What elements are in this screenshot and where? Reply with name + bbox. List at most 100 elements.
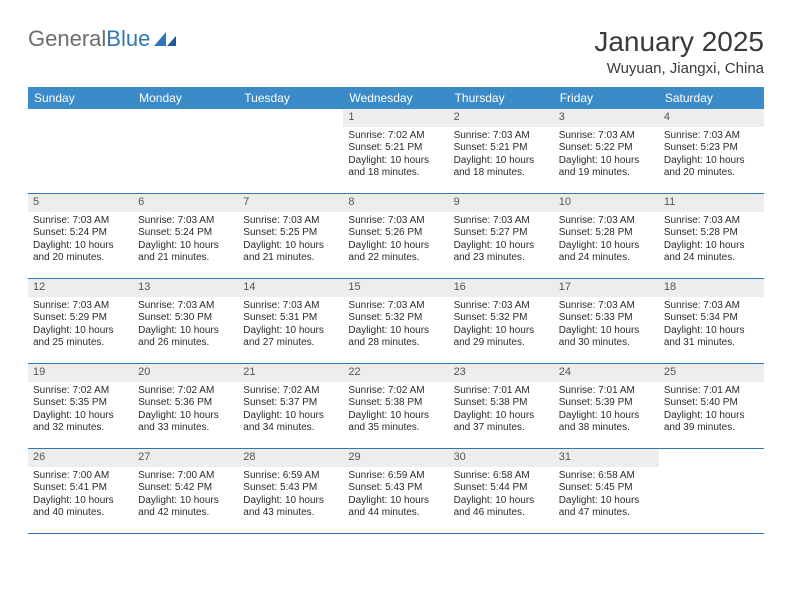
day-info-line: Sunset: 5:36 PM xyxy=(138,397,233,410)
day-cell: 12Sunrise: 7:03 AMSunset: 5:29 PMDayligh… xyxy=(28,279,133,363)
day-info-line: Sunset: 5:23 PM xyxy=(664,142,759,155)
day-info-line: Sunrise: 6:59 AM xyxy=(348,470,443,483)
day-number: 4 xyxy=(659,109,764,127)
day-info-line: Sunrise: 7:01 AM xyxy=(559,385,654,398)
day-info-line: Daylight: 10 hours and 26 minutes. xyxy=(138,325,233,350)
day-info-line: Sunset: 5:30 PM xyxy=(138,312,233,325)
day-info-line: Daylight: 10 hours and 46 minutes. xyxy=(454,495,549,520)
day-info-line: Sunset: 5:21 PM xyxy=(348,142,443,155)
day-info-line: Daylight: 10 hours and 38 minutes. xyxy=(559,410,654,435)
title-block: January 2025 Wuyuan, Jiangxi, China xyxy=(594,26,764,77)
day-info-line: Sunrise: 7:00 AM xyxy=(33,470,128,483)
day-info-line: Daylight: 10 hours and 39 minutes. xyxy=(664,410,759,435)
day-info-line: Sunset: 5:40 PM xyxy=(664,397,759,410)
day-info-line: Daylight: 10 hours and 24 minutes. xyxy=(664,240,759,265)
day-info-line: Daylight: 10 hours and 44 minutes. xyxy=(348,495,443,520)
day-info-line: Daylight: 10 hours and 33 minutes. xyxy=(138,410,233,435)
header: GeneralBlue January 2025 Wuyuan, Jiangxi… xyxy=(28,26,764,77)
day-info-line: Daylight: 10 hours and 34 minutes. xyxy=(243,410,338,435)
dow-monday: Monday xyxy=(133,87,238,109)
day-number xyxy=(238,109,343,113)
day-cell: 6Sunrise: 7:03 AMSunset: 5:24 PMDaylight… xyxy=(133,194,238,278)
day-info-line: Sunrise: 7:02 AM xyxy=(348,130,443,143)
day-number: 18 xyxy=(659,279,764,297)
day-cell: 7Sunrise: 7:03 AMSunset: 5:25 PMDaylight… xyxy=(238,194,343,278)
day-info-line: Sunrise: 7:03 AM xyxy=(348,215,443,228)
day-info-line: Sunset: 5:39 PM xyxy=(559,397,654,410)
location: Wuyuan, Jiangxi, China xyxy=(594,60,764,77)
day-cell: 1 Sunrise: 7:02 AMSunset: 5:21 PMDaylight… xyxy=(343,109,448,193)
day-info-line: Daylight: 10 hours and 32 minutes. xyxy=(33,410,128,435)
day-cell: 30 Sunrise: 6:58 AMSunset: 5:44 PMDayligh… xyxy=(449,449,554,533)
day-info-line: Sunset: 5:24 PM xyxy=(33,227,128,240)
day-info-line: Sunset: 5:38 PM xyxy=(348,397,443,410)
day-number: 26 xyxy=(28,449,133,467)
day-number: 19 xyxy=(28,364,133,382)
day-cell: 26Sunrise: 7:00 AMSunset: 5:41 PMDayligh… xyxy=(28,449,133,533)
day-number xyxy=(659,449,764,453)
day-number: 21 xyxy=(238,364,343,382)
day-info-line: Sunset: 5:41 PM xyxy=(33,482,128,495)
day-info-line: Sunrise: 7:03 AM xyxy=(664,215,759,228)
day-cell: 19Sunrise: 7:02 AMSunset: 5:35 PMDayligh… xyxy=(28,364,133,448)
day-info-line: Sunset: 5:38 PM xyxy=(454,397,549,410)
day-info-line: Sunrise: 7:03 AM xyxy=(454,300,549,313)
day-info-line: Sunrise: 7:03 AM xyxy=(33,300,128,313)
day-cell: 13Sunrise: 7:03 AMSunset: 5:30 PMDayligh… xyxy=(133,279,238,363)
week-row: 26Sunrise: 7:00 AMSunset: 5:41 PMDayligh… xyxy=(28,449,764,534)
day-info-line: Sunset: 5:28 PM xyxy=(559,227,654,240)
day-info-line: Daylight: 10 hours and 18 minutes. xyxy=(454,155,549,180)
day-info-line: Sunrise: 7:00 AM xyxy=(138,470,233,483)
day-info-line: Daylight: 10 hours and 18 minutes. xyxy=(348,155,443,180)
day-info-line: Sunrise: 7:03 AM xyxy=(243,300,338,313)
day-info-line: Daylight: 10 hours and 20 minutes. xyxy=(664,155,759,180)
day-info-line: Sunrise: 6:58 AM xyxy=(454,470,549,483)
day-info-line: Sunrise: 7:03 AM xyxy=(454,215,549,228)
day-cell xyxy=(659,449,764,533)
day-info-line: Sunset: 5:26 PM xyxy=(348,227,443,240)
day-number: 11 xyxy=(659,194,764,212)
day-cell: 11Sunrise: 7:03 AMSunset: 5:28 PMDayligh… xyxy=(659,194,764,278)
day-number: 14 xyxy=(238,279,343,297)
day-number: 1 xyxy=(343,109,448,127)
day-cell: 25Sunrise: 7:01 AMSunset: 5:40 PMDayligh… xyxy=(659,364,764,448)
week-row: 1Sunrise: 7:02 AMSunset: 5:21 PMDaylight… xyxy=(28,109,764,194)
day-cell: 31Sunrise: 6:58 AMSunset: 5:45 PMDayligh… xyxy=(554,449,659,533)
day-info-line: Daylight: 10 hours and 29 minutes. xyxy=(454,325,549,350)
day-number: 30 xyxy=(449,449,554,467)
day-cell: 2Sunrise: 7:03 AMSunset: 5:21 PMDaylight… xyxy=(449,109,554,193)
day-info-line: Sunrise: 7:01 AM xyxy=(664,385,759,398)
day-info-line: Sunset: 5:44 PM xyxy=(454,482,549,495)
day-number: 24 xyxy=(554,364,659,382)
day-cell xyxy=(133,109,238,193)
day-info-line: Sunset: 5:21 PM xyxy=(454,142,549,155)
day-info-line: Daylight: 10 hours and 37 minutes. xyxy=(454,410,549,435)
day-cell: 24 Sunrise: 7:01 AMSunset: 5:39 PMDayligh… xyxy=(554,364,659,448)
dow-tuesday: Tuesday xyxy=(238,87,343,109)
logo-word2: Blue xyxy=(106,26,150,51)
day-cell: 10Sunrise: 7:03 AMSunset: 5:28 PMDayligh… xyxy=(554,194,659,278)
day-cell: 29 Sunrise: 6:59 AMSunset: 5:43 PMDayligh… xyxy=(343,449,448,533)
day-info-line: Sunset: 5:42 PM xyxy=(138,482,233,495)
day-cell: 22Sunrise: 7:02 AMSunset: 5:38 PMDayligh… xyxy=(343,364,448,448)
day-number: 23 xyxy=(449,364,554,382)
day-info-line: Daylight: 10 hours and 19 minutes. xyxy=(559,155,654,180)
day-cell: 23Sunrise: 7:01 AMSunset: 5:38 PMDayligh… xyxy=(449,364,554,448)
day-info-line: Daylight: 10 hours and 30 minutes. xyxy=(559,325,654,350)
dow-saturday: Saturday xyxy=(659,87,764,109)
day-number: 17 xyxy=(554,279,659,297)
day-info-line: Sunset: 5:43 PM xyxy=(243,482,338,495)
dow-thursday: Thursday xyxy=(449,87,554,109)
day-info-line: Sunset: 5:43 PM xyxy=(348,482,443,495)
day-info-line: Sunrise: 6:58 AM xyxy=(559,470,654,483)
day-info-line: Sunset: 5:29 PM xyxy=(33,312,128,325)
day-info-line: Daylight: 10 hours and 47 minutes. xyxy=(559,495,654,520)
day-number: 13 xyxy=(133,279,238,297)
day-info-line: Daylight: 10 hours and 23 minutes. xyxy=(454,240,549,265)
day-number: 5 xyxy=(28,194,133,212)
dow-wednesday: Wednesday xyxy=(343,87,448,109)
day-number: 29 xyxy=(343,449,448,467)
day-info-line: Daylight: 10 hours and 27 minutes. xyxy=(243,325,338,350)
logo-text: GeneralBlue xyxy=(28,26,150,52)
day-number: 20 xyxy=(133,364,238,382)
